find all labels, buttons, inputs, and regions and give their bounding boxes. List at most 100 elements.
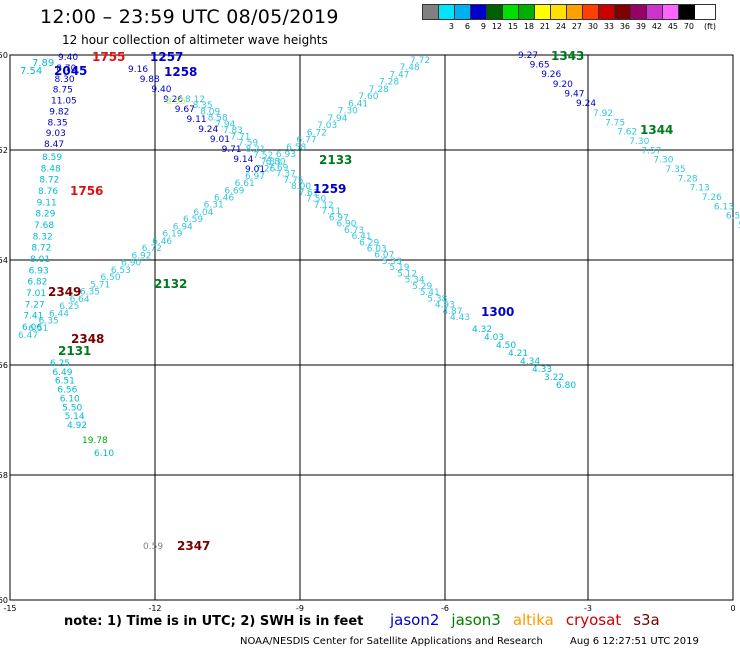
swh-value: 8.75: [53, 86, 73, 96]
swh-value: 6.06: [22, 323, 42, 333]
swh-value: 6.41: [348, 99, 368, 109]
lat-tick-label: -60: [0, 596, 8, 605]
swh-value: 6.90: [336, 220, 356, 230]
satellite-s3a: s3a: [633, 611, 660, 629]
swh-value: 7.26: [255, 165, 275, 175]
lon-tick-label: -6: [441, 604, 449, 613]
swh-value: 6.77: [297, 136, 317, 146]
lat-tick-label: -50: [0, 51, 8, 60]
swh-value: 8.72: [39, 176, 59, 186]
swh-value: 9.24: [576, 99, 596, 109]
legend-swatch-label: 18: [523, 22, 534, 31]
footer-note: note: 1) Time is in UTC; 2) SWH is in fe…: [64, 614, 364, 629]
legend-swatch: [679, 5, 695, 19]
swh-value: 4.50: [496, 341, 516, 351]
swh-value: 6.35: [39, 317, 59, 327]
swh-value: 6.03: [367, 244, 387, 254]
swh-value: 7.48: [400, 63, 420, 73]
pass-time-label: 2133: [319, 153, 352, 167]
satellite-legend: jason2 jason3 altika cryosat s3a: [390, 611, 672, 629]
swh-value: 7.69: [268, 164, 288, 174]
swh-value: 5.71: [90, 280, 110, 290]
lat-tick-label: -58: [0, 471, 8, 480]
swh-value: 6.29: [359, 238, 379, 248]
swh-value: 7.27: [25, 300, 45, 310]
swh-value: 6.90: [121, 259, 141, 269]
legend-swatch-label: 30: [587, 22, 598, 31]
swh-value: 7.13: [690, 184, 710, 194]
swh-value: 7.75: [283, 176, 303, 186]
swh-value: 9.40: [151, 85, 171, 95]
swh-value: 9.14: [233, 155, 253, 165]
swh-value: 7.28: [678, 174, 698, 184]
swh-value: 6.61: [235, 179, 255, 189]
legend-unit: (ft): [703, 22, 716, 31]
swh-value: 8.00: [291, 182, 311, 192]
legend-swatch-label: 42: [651, 22, 662, 31]
swh-value: 7.62: [617, 128, 637, 138]
swh-value: 4.33: [532, 365, 552, 375]
swh-value: 4.03: [484, 333, 504, 343]
swh-value: 7.57: [641, 146, 661, 156]
swh-value: 4.34: [520, 357, 540, 367]
legend-swatch: [487, 5, 503, 19]
swh-value: 8.70: [56, 64, 76, 74]
swh-value: 6.80: [556, 381, 576, 391]
swh-value: 5.33: [382, 257, 402, 267]
legend-swatch: [583, 5, 599, 19]
swh-value: 4.92: [67, 421, 87, 431]
legend-swatch-label: 12: [491, 22, 502, 31]
swh-value: 7.72: [410, 56, 430, 66]
observations-layer: 7.727.487.477.287.287.606.417.307.947.03…: [18, 49, 740, 553]
swh-value: 6.97: [329, 213, 349, 223]
swh-value: 7.30: [338, 107, 358, 117]
swh-value: 6.44: [49, 309, 69, 319]
swh-value: 8.01: [30, 255, 50, 265]
swh-value: 0.59: [143, 542, 163, 552]
swh-value: 9.82: [49, 107, 69, 117]
swh-value: 8.09: [200, 107, 220, 117]
chart-subtitle: 12 hour collection of altimeter wave hei…: [62, 33, 328, 47]
pass-time-label: 1755: [92, 50, 125, 64]
swh-value: 5.38: [427, 294, 447, 304]
swh-value: 9.03: [46, 129, 66, 139]
legend-swatch-label: 15: [507, 22, 518, 31]
swh-value: 5.14: [65, 412, 85, 422]
swh-value: 8.32: [33, 232, 53, 242]
legend-swatch-label: 27: [571, 22, 582, 31]
swh-value: 6.10: [94, 449, 114, 459]
swh-value: 6.31: [204, 201, 224, 211]
pass-time-label: 1257: [150, 50, 183, 64]
swh-value: 6.72: [307, 128, 327, 138]
color-legend: 3 6 9 12 15 18 21 24 27 30 33 36 39 42 45 70 (ft): [422, 4, 716, 31]
pass-time-label: 1258: [164, 65, 197, 79]
swh-value: 6.04: [193, 208, 213, 218]
swh-value: 7.94: [327, 114, 347, 124]
swh-value: 9.16: [128, 65, 148, 75]
swh-value: 6.46: [152, 237, 172, 247]
swh-value: 6.41: [352, 232, 372, 242]
swh-value: 7.01: [26, 289, 46, 299]
swh-value: 7.83: [261, 157, 281, 167]
swh-value: 9.11: [187, 115, 207, 125]
swh-value: 7.35: [666, 165, 686, 175]
legend-swatches: [422, 4, 716, 20]
swh-value: 7.71: [230, 132, 250, 142]
swh-value: 3.22: [544, 373, 564, 383]
legend-swatch: [519, 5, 535, 19]
pass-time-label: 2348: [71, 332, 104, 346]
lat-tick-label: -54: [0, 256, 8, 265]
pass-time-label: 2131: [58, 344, 91, 358]
swh-value: 6.82: [27, 278, 47, 288]
map-grid: [9, 54, 734, 601]
swh-value: 6.51: [55, 377, 75, 387]
swh-value: 7.26: [702, 193, 722, 203]
swh-value: 7.75: [605, 118, 625, 128]
pass-time-label: 1300: [481, 305, 514, 319]
swh-value: 19.78: [82, 436, 108, 446]
swh-value: 8.72: [31, 244, 51, 254]
legend-swatch-label: 70: [683, 22, 694, 31]
lat-tick-label: -52: [0, 146, 8, 155]
swh-value: 6.51: [726, 212, 740, 222]
legend-swatch: [423, 5, 439, 19]
